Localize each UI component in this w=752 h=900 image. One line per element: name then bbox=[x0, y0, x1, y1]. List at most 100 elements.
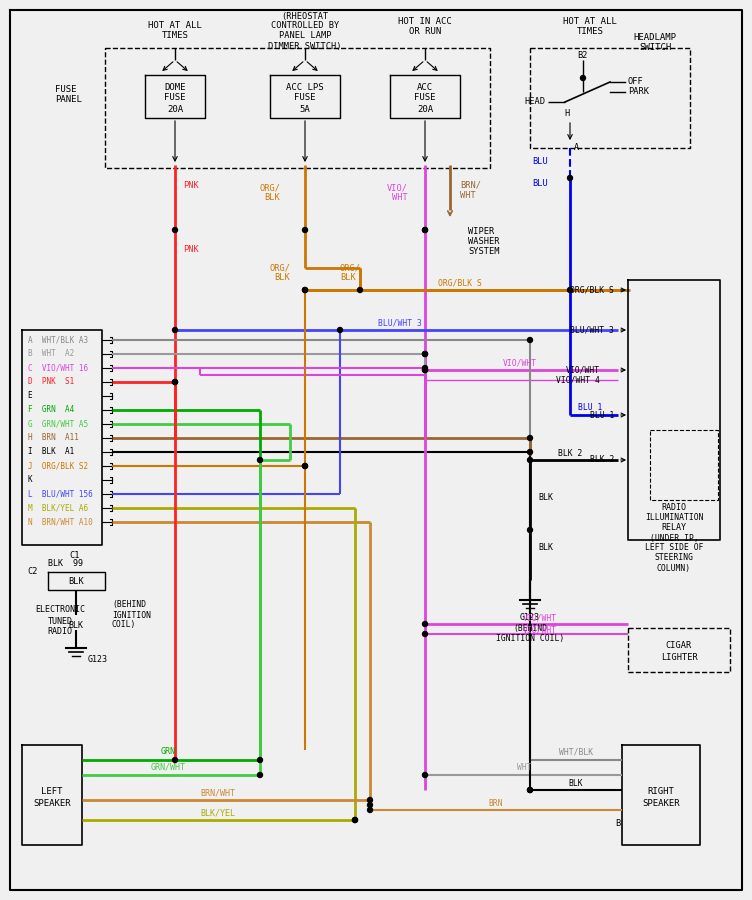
Text: SPEAKER: SPEAKER bbox=[33, 798, 71, 807]
Circle shape bbox=[302, 228, 308, 232]
Text: 20A: 20A bbox=[417, 104, 433, 113]
Text: ORG/BLK S: ORG/BLK S bbox=[570, 285, 614, 294]
Circle shape bbox=[423, 228, 427, 232]
Text: FUSE: FUSE bbox=[164, 94, 186, 103]
Text: B2: B2 bbox=[578, 51, 588, 60]
Text: BLK: BLK bbox=[340, 274, 356, 283]
Text: DIMMER SWITCH): DIMMER SWITCH) bbox=[268, 41, 341, 50]
Text: SWITCH: SWITCH bbox=[639, 43, 671, 52]
Circle shape bbox=[302, 464, 308, 469]
Text: BLU: BLU bbox=[532, 158, 548, 166]
Text: PANEL: PANEL bbox=[55, 95, 82, 104]
Text: BLU 1: BLU 1 bbox=[590, 410, 614, 419]
Text: LEFT SIDE OF: LEFT SIDE OF bbox=[644, 544, 703, 553]
Text: ILLUMINATION: ILLUMINATION bbox=[644, 514, 703, 523]
Text: BLK  99: BLK 99 bbox=[48, 560, 83, 569]
Circle shape bbox=[423, 352, 427, 356]
Text: COIL): COIL) bbox=[112, 620, 136, 629]
Text: (BEHIND: (BEHIND bbox=[513, 624, 547, 633]
Circle shape bbox=[527, 527, 532, 533]
Text: ACC: ACC bbox=[417, 83, 433, 92]
Text: VIO/WHT: VIO/WHT bbox=[523, 626, 557, 634]
Text: K: K bbox=[28, 475, 42, 484]
Text: RELAY: RELAY bbox=[662, 524, 687, 533]
Circle shape bbox=[172, 758, 177, 762]
Text: WIPER: WIPER bbox=[468, 228, 494, 237]
Text: GRN/WHT: GRN/WHT bbox=[150, 762, 186, 771]
Text: E: E bbox=[28, 392, 42, 400]
Text: D  PNK  S1: D PNK S1 bbox=[28, 377, 74, 386]
Circle shape bbox=[353, 817, 357, 823]
Circle shape bbox=[302, 287, 308, 292]
Text: LEFT: LEFT bbox=[41, 788, 62, 796]
Circle shape bbox=[527, 457, 532, 463]
Text: ELECTRONIC: ELECTRONIC bbox=[35, 606, 85, 615]
Circle shape bbox=[423, 352, 427, 356]
Text: GRN: GRN bbox=[160, 748, 175, 757]
Text: PNK: PNK bbox=[183, 181, 199, 190]
Text: SYSTEM: SYSTEM bbox=[468, 248, 499, 256]
Text: G123: G123 bbox=[520, 613, 540, 622]
Text: COLUMN): COLUMN) bbox=[657, 563, 691, 572]
Text: PNK: PNK bbox=[183, 246, 199, 255]
Text: IGNITION: IGNITION bbox=[112, 610, 151, 619]
Text: BLU: BLU bbox=[532, 179, 548, 188]
Circle shape bbox=[423, 228, 427, 232]
Text: HOT AT ALL: HOT AT ALL bbox=[148, 21, 202, 30]
Circle shape bbox=[527, 788, 532, 793]
Text: WHT: WHT bbox=[393, 194, 408, 202]
Text: C1: C1 bbox=[69, 551, 80, 560]
Text: WASHER: WASHER bbox=[468, 238, 499, 247]
Text: WHT/BLK: WHT/BLK bbox=[559, 748, 593, 757]
Text: C  VIO/WHT 16: C VIO/WHT 16 bbox=[28, 364, 88, 373]
Circle shape bbox=[581, 76, 586, 80]
Text: BLK/YEL: BLK/YEL bbox=[200, 808, 235, 817]
Circle shape bbox=[257, 457, 262, 463]
Text: ORG/: ORG/ bbox=[269, 264, 290, 273]
Text: BRN/WHT: BRN/WHT bbox=[200, 788, 235, 797]
Text: HOT AT ALL: HOT AT ALL bbox=[563, 17, 617, 26]
Text: LIGHTER: LIGHTER bbox=[660, 652, 697, 662]
Text: RADIO: RADIO bbox=[47, 627, 72, 636]
Text: ACC LPS: ACC LPS bbox=[287, 83, 324, 92]
Circle shape bbox=[302, 464, 308, 469]
Text: BLK: BLK bbox=[68, 620, 83, 629]
Text: I  BLK  A1: I BLK A1 bbox=[28, 447, 74, 456]
Text: HEADLAMP: HEADLAMP bbox=[633, 33, 677, 42]
Circle shape bbox=[302, 287, 308, 292]
Text: TUNED: TUNED bbox=[47, 616, 72, 625]
Circle shape bbox=[172, 328, 177, 332]
Circle shape bbox=[423, 632, 427, 636]
Text: RADIO: RADIO bbox=[662, 503, 687, 512]
Text: BLK 2: BLK 2 bbox=[590, 455, 614, 464]
Text: OFF: OFF bbox=[628, 77, 644, 86]
Text: A: A bbox=[574, 143, 579, 152]
Text: G123: G123 bbox=[88, 655, 108, 664]
Text: BLU 1: BLU 1 bbox=[578, 403, 602, 412]
Text: (RHEOSTAT: (RHEOSTAT bbox=[281, 12, 329, 21]
Circle shape bbox=[423, 772, 427, 778]
Text: HEAD: HEAD bbox=[524, 97, 545, 106]
Text: J  ORG/BLK S2: J ORG/BLK S2 bbox=[28, 462, 88, 471]
Text: FUSE: FUSE bbox=[55, 86, 77, 94]
Circle shape bbox=[423, 367, 427, 373]
Text: ORG/: ORG/ bbox=[259, 184, 280, 193]
Circle shape bbox=[423, 622, 427, 626]
Text: SPEAKER: SPEAKER bbox=[642, 798, 680, 807]
Text: A  WHT/BLK A3: A WHT/BLK A3 bbox=[28, 336, 88, 345]
Text: BLK: BLK bbox=[274, 274, 290, 283]
Circle shape bbox=[568, 287, 572, 292]
Text: (BEHIND: (BEHIND bbox=[112, 600, 146, 609]
Text: VIO/WHT: VIO/WHT bbox=[566, 365, 600, 374]
Text: C2: C2 bbox=[28, 568, 38, 577]
Text: BLK: BLK bbox=[538, 544, 553, 553]
Text: VIO/: VIO/ bbox=[387, 184, 408, 193]
Text: FUSE: FUSE bbox=[414, 94, 435, 103]
Text: RIGHT: RIGHT bbox=[647, 788, 675, 796]
Text: N  BRN/WHT A10: N BRN/WHT A10 bbox=[28, 518, 92, 526]
Text: CIGAR: CIGAR bbox=[666, 641, 692, 650]
Circle shape bbox=[353, 817, 357, 823]
Circle shape bbox=[172, 380, 177, 384]
Circle shape bbox=[257, 772, 262, 778]
Text: BLU/WHT 3: BLU/WHT 3 bbox=[570, 326, 614, 335]
